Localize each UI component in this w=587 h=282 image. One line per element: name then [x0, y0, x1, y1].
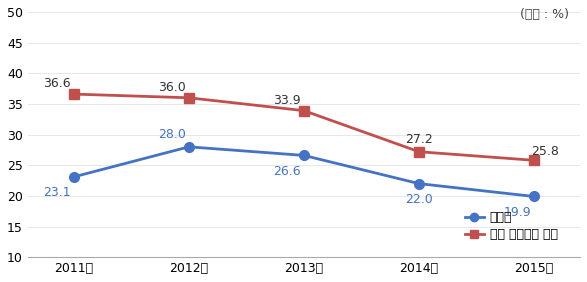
Text: 26.6: 26.6: [274, 165, 301, 178]
Text: 36.0: 36.0: [158, 81, 186, 94]
Text: 25.8: 25.8: [531, 145, 559, 158]
Text: 19.9: 19.9: [504, 206, 531, 219]
Text: 36.6: 36.6: [43, 77, 71, 90]
Text: 23.1: 23.1: [43, 186, 71, 199]
Text: 33.9: 33.9: [274, 94, 301, 107]
Text: (단위 : %): (단위 : %): [521, 8, 569, 21]
Legend: 금정구, 동종 자치단체 평균: 금정구, 동종 자치단체 평균: [460, 206, 563, 246]
Text: 27.2: 27.2: [405, 133, 433, 146]
Text: 28.0: 28.0: [158, 129, 186, 142]
Text: 22.0: 22.0: [405, 193, 433, 206]
